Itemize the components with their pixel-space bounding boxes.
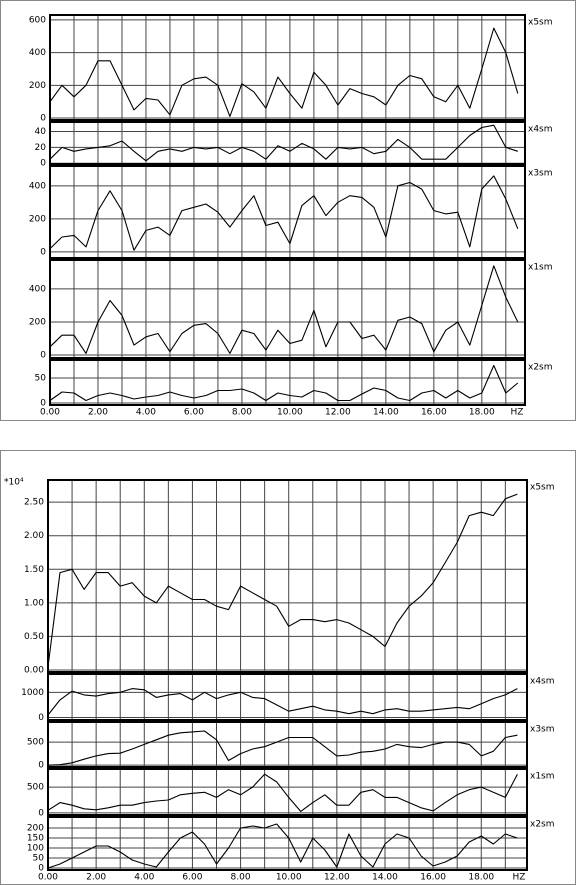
y-tick-label: 50 — [35, 374, 47, 384]
subplot-frame — [49, 14, 526, 121]
y-tick-label: 2.50 — [24, 498, 44, 508]
series-line — [47, 493, 518, 667]
y-tick-label: 0 — [40, 159, 46, 169]
y-tick-label: 1000 — [21, 688, 44, 698]
y-tick-label: 0 — [40, 247, 46, 257]
subplot-frame — [47, 721, 528, 768]
x-axis-label: HZ — [511, 408, 524, 418]
x-tick-label: 4.00 — [134, 873, 154, 883]
series-line — [49, 124, 518, 162]
y-tick-label: 400 — [29, 181, 46, 191]
x-tick-label: 12.00 — [325, 408, 351, 418]
series-name: x3sm — [530, 725, 555, 735]
y-multiplier: *10⁴ — [4, 478, 24, 488]
y-tick-label: 0 — [40, 399, 46, 409]
y-tick-label: 100 — [27, 844, 44, 854]
series-line — [49, 27, 519, 117]
y-tick-label: 200 — [27, 824, 44, 834]
x-axis-label: HZ — [513, 873, 526, 883]
x-tick-label: 14.00 — [373, 408, 399, 418]
series-line — [47, 773, 518, 812]
y-tick-label: 1.50 — [24, 565, 44, 575]
y-tick-label: 0 — [38, 864, 44, 874]
subplot-frame — [49, 259, 526, 359]
series-line — [47, 823, 518, 869]
x-tick-label: 6.00 — [182, 873, 202, 883]
x-tick-label: 16.00 — [420, 873, 446, 883]
x-tick-label: 10.00 — [277, 408, 303, 418]
y-tick-label: 400 — [29, 48, 46, 58]
x-tick-label: 2.00 — [88, 408, 108, 418]
x-tick-label: 8.00 — [231, 873, 251, 883]
y-tick-label: 200 — [29, 317, 46, 327]
x-tick-label: 12.00 — [324, 873, 350, 883]
panel-frame — [0, 450, 576, 885]
x-tick-label: 14.00 — [372, 873, 398, 883]
x-tick-label: 8.00 — [232, 408, 252, 418]
y-tick-label: 0 — [38, 713, 44, 723]
y-tick-label: 40 — [35, 127, 47, 137]
series-line — [47, 688, 518, 716]
series-line — [49, 175, 519, 251]
x-tick-label: 2.00 — [86, 873, 106, 883]
subplot-frame — [49, 121, 526, 165]
y-tick-label: 400 — [29, 284, 46, 294]
series-name: x3sm — [528, 169, 553, 179]
subplot-frame — [47, 673, 528, 721]
y-tick-label: 150 — [27, 834, 44, 844]
x-tick-label: 4.00 — [136, 408, 156, 418]
x-tick-label: 10.00 — [276, 873, 302, 883]
x-tick-label: 16.00 — [421, 408, 447, 418]
series-name: x5sm — [530, 483, 555, 493]
x-tick-label: 18.00 — [469, 408, 495, 418]
y-tick-label: 500 — [27, 738, 44, 748]
subplot-frame — [47, 479, 528, 673]
y-tick-label: 600 — [29, 15, 46, 25]
subplot-frame — [49, 165, 526, 259]
series-line — [49, 364, 519, 402]
x-tick-label: 0.00 — [40, 408, 60, 418]
y-tick-label: 0 — [38, 761, 44, 771]
series-name: x1sm — [528, 263, 553, 273]
x-tick-label: 0.00 — [38, 873, 58, 883]
series-name: x2sm — [528, 363, 553, 373]
y-tick-label: 50 — [33, 854, 45, 864]
series-name: x4sm — [528, 125, 553, 135]
y-tick-label: 0.50 — [24, 632, 44, 642]
subplot-frame — [47, 816, 528, 871]
series-name: x2sm — [530, 820, 555, 830]
series-line — [49, 265, 519, 354]
y-tick-label: 200 — [29, 214, 46, 224]
y-tick-label: 20 — [35, 143, 47, 153]
y-tick-label: 0 — [40, 351, 46, 361]
y-tick-label: 200 — [29, 81, 46, 91]
y-tick-label: 500 — [27, 783, 44, 793]
y-tick-label: 0 — [38, 808, 44, 818]
y-tick-label: 0 — [40, 114, 46, 124]
y-tick-label: 1.00 — [24, 598, 44, 608]
x-tick-label: 18.00 — [468, 873, 494, 883]
series-name: x4sm — [530, 677, 555, 687]
x-tick-label: 6.00 — [184, 408, 204, 418]
y-tick-label: 2.00 — [24, 531, 44, 541]
subplot-frame — [49, 359, 526, 406]
y-tick-label: 0.00 — [24, 665, 44, 675]
series-name: x1sm — [530, 772, 555, 782]
series-name: x5sm — [528, 18, 553, 28]
series-line — [47, 730, 518, 766]
subplot-frame — [47, 768, 528, 816]
